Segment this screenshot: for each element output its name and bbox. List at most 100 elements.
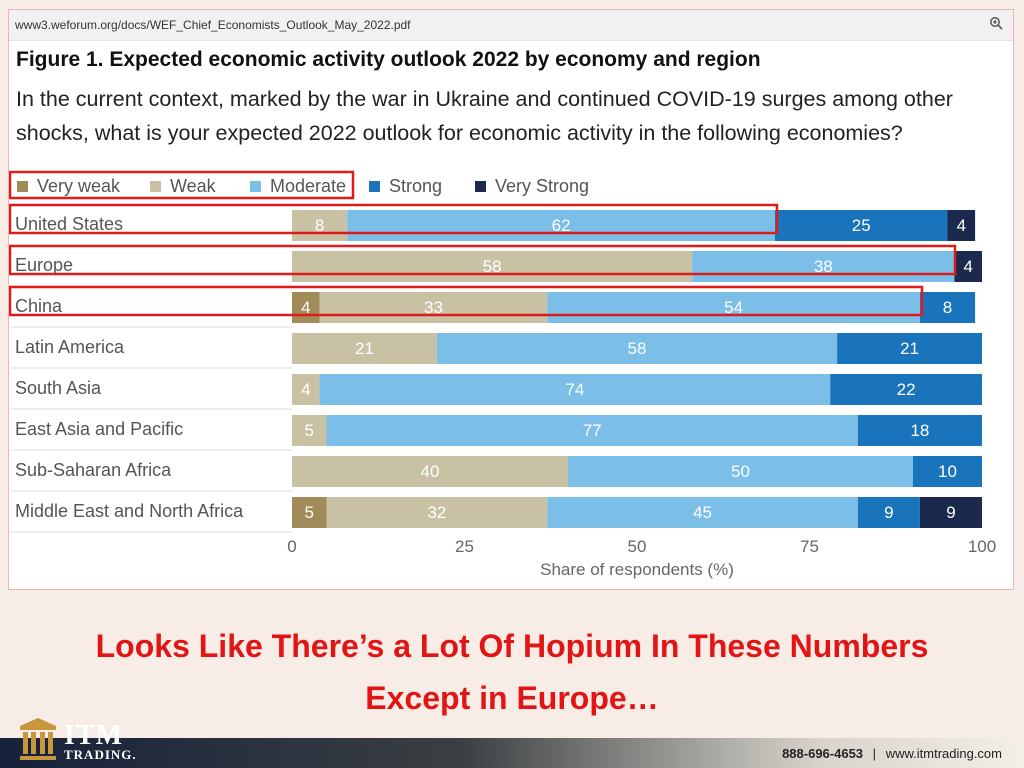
- x-tick-label: 25: [455, 537, 474, 556]
- data-label-middle-east-and-north-africa-very-weak: 5: [305, 503, 314, 522]
- data-label-europe-weak: 58: [483, 257, 502, 276]
- legend-swatch-weak: [150, 180, 161, 192]
- legend-swatch-very-strong: [475, 180, 486, 192]
- category-label-sub-saharan-africa: Sub-Saharan Africa: [15, 460, 172, 480]
- bar-china-moderate: [547, 292, 920, 323]
- data-label-middle-east-and-north-africa-weak: 32: [427, 503, 446, 522]
- bar-europe-moderate: [692, 251, 955, 282]
- bar-middle-east-and-north-africa-strong: [857, 497, 920, 528]
- bar-latin-america-moderate: [436, 333, 838, 364]
- legend-item-moderate: Moderate: [250, 173, 346, 199]
- data-label-latin-america-moderate: 58: [628, 339, 647, 358]
- category-label-latin-america: Latin America: [15, 337, 125, 357]
- highlight-box-europe: [9, 244, 957, 276]
- legend-swatch-strong: [369, 180, 380, 192]
- highlight-box-legend: [9, 170, 355, 200]
- data-label-united-states-very-strong: 4: [957, 216, 966, 235]
- category-label-middle-east-and-north-africa: Middle East and North Africa: [15, 501, 244, 521]
- bar-middle-east-and-north-africa-very-strong: [919, 497, 982, 528]
- data-label-united-states-weak: 8: [315, 216, 324, 235]
- bar-europe-weak: [292, 251, 693, 282]
- data-label-latin-america-weak: 21: [355, 339, 374, 358]
- data-label-latin-america-strong: 21: [900, 339, 919, 358]
- browser-address-bar[interactable]: www3.weforum.org/docs/WEF_Chief_Economis…: [9, 10, 1013, 41]
- data-label-europe-very-strong: 4: [963, 257, 972, 276]
- bar-sub-saharan-africa-moderate: [568, 456, 913, 487]
- contact-info: 888-696-4653 | www.itmtrading.com: [782, 746, 1002, 761]
- data-label-south-asia-weak: 4: [301, 380, 310, 399]
- bar-sub-saharan-africa-weak: [292, 456, 568, 487]
- x-tick-label: 75: [800, 537, 819, 556]
- pillar-logo-icon: [20, 718, 56, 760]
- data-label-sub-saharan-africa-weak: 40: [421, 462, 440, 481]
- chart-legend: Very weak Weak Moderate Strong Very Strong: [9, 173, 1013, 199]
- logo-subtext: TRADING.: [64, 747, 137, 762]
- x-axis-label: Share of respondents (%): [540, 560, 734, 579]
- figure-title: Figure 1. Expected economic activity out…: [16, 48, 761, 71]
- data-label-sub-saharan-africa-moderate: 50: [731, 462, 750, 481]
- legend-item-very-strong: Very Strong: [475, 173, 589, 199]
- legend-label-moderate: Moderate: [270, 175, 347, 196]
- url-text: www3.weforum.org/docs/WEF_Chief_Economis…: [15, 18, 411, 32]
- figure-subtitle: In the current context, marked by the wa…: [16, 87, 953, 145]
- data-label-middle-east-and-north-africa-strong: 9: [884, 503, 893, 522]
- bar-south-asia-moderate: [319, 374, 831, 405]
- pdf-page-panel: www3.weforum.org/docs/WEF_Chief_Economis…: [8, 9, 1014, 590]
- legend-label-strong: Strong: [389, 175, 443, 196]
- bar-latin-america-weak: [292, 333, 437, 364]
- bar-united-states-weak: [292, 210, 348, 241]
- legend-label-weak: Weak: [170, 175, 216, 196]
- data-label-east-asia-and-pacific-moderate: 77: [583, 421, 602, 440]
- bar-sub-saharan-africa-strong: [913, 456, 982, 487]
- category-label-europe: Europe: [15, 255, 73, 275]
- data-label-south-asia-strong: 22: [897, 380, 916, 399]
- bar-united-states-strong: [775, 210, 948, 241]
- footer-bar: [0, 738, 1024, 768]
- bar-south-asia-strong: [830, 374, 982, 405]
- data-label-united-states-moderate: 62: [552, 216, 571, 235]
- bar-china-very-weak: [292, 292, 320, 323]
- bar-south-asia-weak: [292, 374, 320, 405]
- bar-east-asia-and-pacific-weak: [292, 415, 327, 446]
- bar-united-states-very-strong: [947, 210, 976, 241]
- phone-number: 888-696-4653: [782, 746, 864, 761]
- logo-wordmark: ITM: [64, 720, 123, 751]
- data-label-china-weak: 33: [424, 298, 443, 317]
- bar-east-asia-and-pacific-strong: [857, 415, 982, 446]
- highlight-box-united-states: [9, 203, 779, 235]
- legend-label-very-strong: Very Strong: [495, 175, 590, 196]
- legend-label-very-weak: Very weak: [37, 175, 121, 196]
- legend-item-strong: Strong: [369, 173, 442, 199]
- category-label-east-asia-and-pacific: East Asia and Pacific: [15, 419, 183, 439]
- data-label-china-moderate: 54: [724, 298, 743, 317]
- data-label-middle-east-and-north-africa-very-strong: 9: [946, 503, 955, 522]
- category-label-united-states: United States: [15, 214, 123, 234]
- data-label-east-asia-and-pacific-weak: 5: [305, 421, 314, 440]
- bar-middle-east-and-north-africa-very-weak: [292, 497, 327, 528]
- legend-swatch-moderate: [250, 180, 261, 192]
- category-label-china: China: [15, 296, 63, 316]
- bar-china-strong: [919, 292, 976, 323]
- tagline-line-1: Looks Like There’s a Lot Of Hopium In Th…: [95, 628, 929, 664]
- website-link[interactable]: www.itmtrading.com: [885, 746, 1002, 761]
- tagline: Looks Like There’s a Lot Of Hopium In Th…: [0, 620, 1024, 724]
- tagline-line-2: Except in Europe…: [365, 680, 659, 716]
- bar-middle-east-and-north-africa-moderate: [547, 497, 858, 528]
- legend-item-weak: Weak: [150, 173, 216, 199]
- bar-united-states-moderate: [347, 210, 775, 241]
- data-label-china-very-weak: 4: [301, 298, 310, 317]
- highlight-box-china: [9, 285, 924, 317]
- itm-trading-logo: ITM TRADING.: [18, 714, 148, 768]
- legend-item-very-weak: Very weak: [17, 173, 120, 199]
- data-label-europe-moderate: 38: [814, 257, 833, 276]
- data-label-east-asia-and-pacific-strong: 18: [910, 421, 929, 440]
- bar-latin-america-strong: [837, 333, 982, 364]
- zoom-in-icon[interactable]: [989, 16, 1003, 30]
- x-tick-label: 100: [968, 537, 996, 556]
- bar-middle-east-and-north-africa-weak: [326, 497, 548, 528]
- data-label-south-asia-moderate: 74: [565, 380, 584, 399]
- legend-swatch-very-weak: [17, 180, 28, 192]
- bar-east-asia-and-pacific-moderate: [326, 415, 858, 446]
- data-label-sub-saharan-africa-strong: 10: [938, 462, 957, 481]
- data-label-middle-east-and-north-africa-moderate: 45: [693, 503, 712, 522]
